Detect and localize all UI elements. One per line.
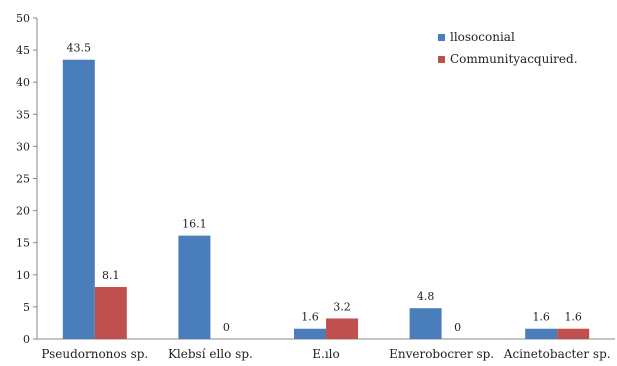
bar-series1-4 — [525, 328, 558, 339]
data-label: 1.6 — [564, 311, 582, 324]
legend-label: Communityacquired. — [450, 52, 578, 66]
category-label: Pseudornonos sp. — [41, 347, 148, 361]
data-label: 3.2 — [333, 300, 351, 313]
data-label: 4.8 — [417, 290, 435, 303]
legend: llosoconial Communityacquired. — [438, 30, 578, 66]
bar-series1-3 — [409, 308, 442, 339]
y-tick-label: 50 — [16, 12, 30, 25]
data-label: 0 — [223, 321, 230, 334]
legend-label: llosoconial — [450, 30, 515, 44]
data-label: 1.6 — [301, 311, 319, 324]
y-tick-label: 45 — [16, 44, 30, 57]
y-tick-label: 15 — [16, 237, 30, 250]
category-label: Acinetobacter sp. — [503, 347, 611, 361]
y-tick-label: 20 — [16, 205, 30, 218]
category-labels: Pseudornonos sp. Klebsí ello sp. E.ılo Enve… — [41, 347, 610, 361]
legend-swatch — [438, 56, 445, 63]
category-label: Klebsí ello sp. — [168, 347, 253, 361]
data-label: 43.5 — [67, 42, 92, 55]
y-tick-label: 0 — [23, 333, 30, 346]
y-axis-ticks: 0 5 10 15 20 25 30 35 40 45 50 — [16, 12, 37, 346]
bars — [62, 59, 590, 339]
legend-swatch — [438, 34, 445, 41]
data-label: 1.6 — [532, 311, 550, 324]
data-labels: 43.5 8.1 16.1 0 1.6 3.2 4.8 0 1.6 1.6 — [67, 42, 582, 334]
bar-series1-0 — [62, 59, 95, 339]
data-label: 16.1 — [182, 218, 207, 231]
bar-series2-0 — [94, 286, 127, 339]
y-tick-label: 35 — [16, 108, 30, 121]
bar-series1-2 — [294, 328, 326, 339]
bar-series2-2 — [326, 318, 358, 339]
y-tick-label: 10 — [16, 269, 30, 282]
category-label: E.ılo — [312, 347, 339, 361]
bar-series1-1 — [178, 235, 211, 339]
y-tick-label: 25 — [16, 173, 30, 186]
y-tick-label: 40 — [16, 76, 30, 89]
bar-series2-4 — [557, 328, 590, 339]
y-tick-label: 30 — [16, 140, 30, 153]
data-label: 0 — [454, 321, 461, 334]
category-label: Enverobocrer sp. — [389, 347, 494, 361]
y-tick-label: 5 — [23, 301, 30, 314]
data-label: 8.1 — [102, 269, 120, 282]
